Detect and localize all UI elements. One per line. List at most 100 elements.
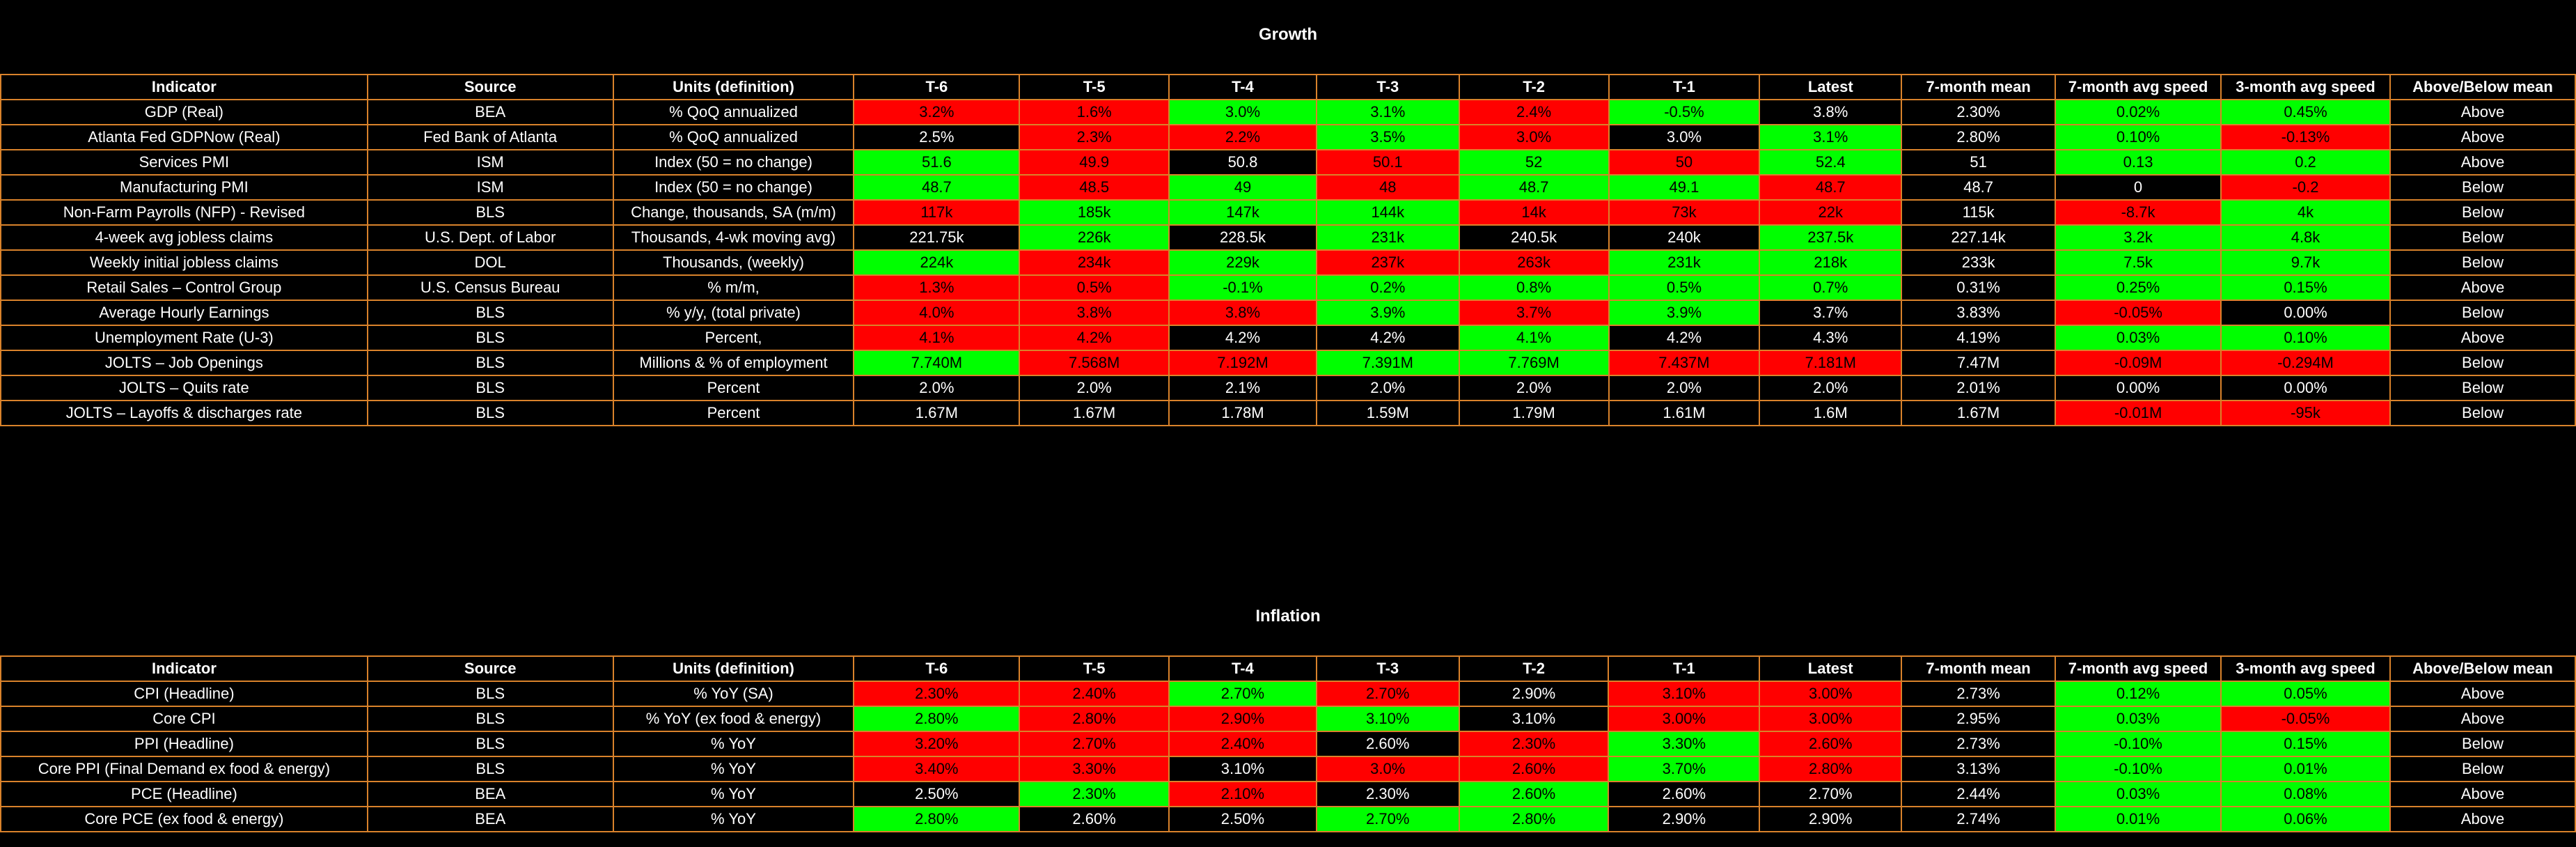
cell-t-3: 2.60%: [1315, 731, 1460, 757]
cell-t-1: 7.437M: [1608, 350, 1761, 376]
cell-above-below-mean: Below: [2389, 731, 2576, 757]
cell-t-3: 3.1%: [1315, 99, 1460, 125]
table-row: Manufacturing PMI ISM Index (50 = no chang…: [0, 174, 2576, 201]
cell-t-5: 3.30%: [1019, 756, 1170, 782]
column-header-t-4: T-4: [1168, 655, 1317, 682]
cell-7-month-mean: 0.31%: [1901, 274, 2057, 301]
cell-7-month-avg-speed: -0.10%: [2055, 756, 2222, 782]
inflation-table: Indicator Source Units (definition) T-6 T-5 T…: [0, 655, 2576, 832]
cell-t-5: 2.3%: [1019, 124, 1170, 150]
cell-7-month-mean: 7.47M: [1901, 350, 2057, 376]
cell-7-month-avg-speed: 0.10%: [2055, 124, 2222, 150]
cell-indicator: Core PCE (ex food & energy): [0, 806, 368, 832]
cell-t-2: 7.769M: [1458, 350, 1610, 376]
cell-t-2: 2.90%: [1458, 681, 1610, 707]
cell-t-6: 48.7: [853, 174, 1021, 201]
cell-t-2: 2.60%: [1458, 781, 1610, 807]
column-header-t-3: T-3: [1315, 74, 1460, 100]
cell-t-5: 2.70%: [1019, 731, 1170, 757]
cell-t-4: 2.2%: [1168, 124, 1317, 150]
cell-7-month-avg-speed: -0.10%: [2055, 731, 2222, 757]
cell-source: BLS: [366, 350, 614, 376]
cell-t-5: 2.30%: [1019, 781, 1170, 807]
cell-source: BLS: [366, 731, 614, 757]
cell-indicator: GDP (Real): [0, 99, 368, 125]
cell-latest: 2.70%: [1759, 781, 1903, 807]
cell-t-2: 0.8%: [1458, 274, 1610, 301]
cell-source: DOL: [366, 249, 614, 276]
column-header-t-1: T-1: [1608, 74, 1761, 100]
cell-t-6: 3.20%: [853, 731, 1021, 757]
table-row: JOLTS – Layoffs & discharges rate BLS Perc…: [0, 400, 2576, 426]
cell-3-month-avg-speed: -0.2: [2220, 174, 2391, 201]
cell-t-5: 2.80%: [1019, 706, 1170, 732]
cell-t-6: 51.6: [853, 149, 1021, 176]
column-header-latest: Latest: [1759, 74, 1903, 100]
cell-t-4: 2.50%: [1168, 806, 1317, 832]
cell-t-3: 1.59M: [1315, 400, 1460, 426]
column-header-t-2: T-2: [1458, 655, 1610, 682]
cell-t-4: 4.2%: [1168, 325, 1317, 351]
cell-t-4: 2.70%: [1168, 681, 1317, 707]
cell-t-1: -0.5%: [1608, 99, 1761, 125]
cell-t-3: 3.0%: [1315, 756, 1460, 782]
cell-t-4: 2.40%: [1168, 731, 1317, 757]
cell-above-below-mean: Below: [2389, 375, 2576, 401]
cell-7-month-avg-speed: 0.00%: [2055, 375, 2222, 401]
cell-t-2: 2.0%: [1458, 375, 1610, 401]
column-header-t-4: T-4: [1168, 74, 1317, 100]
cell-t-4: 49: [1168, 174, 1317, 201]
cell-source: ISM: [366, 149, 614, 176]
cell-t-2: 4.1%: [1458, 325, 1610, 351]
cell-7-month-avg-speed: 7.5k: [2055, 249, 2222, 276]
cell-3-month-avg-speed: -0.13%: [2220, 124, 2391, 150]
cell-units: % YoY: [612, 781, 855, 807]
cell-t-1: 49.1: [1608, 174, 1761, 201]
cell-7-month-mean: 1.67M: [1901, 400, 2057, 426]
cell-t-2: 263k: [1458, 249, 1610, 276]
cell-3-month-avg-speed: 4k: [2220, 199, 2391, 226]
table-row: Retail Sales – Control Group U.S. Census …: [0, 274, 2576, 301]
cell-t-4: 2.10%: [1168, 781, 1317, 807]
cell-3-month-avg-speed: 0.00%: [2220, 375, 2391, 401]
cell-7-month-avg-speed: 0.03%: [2055, 325, 2222, 351]
cell-latest: 2.90%: [1759, 806, 1903, 832]
cell-t-4: 147k: [1168, 199, 1317, 226]
cell-3-month-avg-speed: -0.294M: [2220, 350, 2391, 376]
cell-t-5: 4.2%: [1019, 325, 1170, 351]
cell-t-6: 2.30%: [853, 681, 1021, 707]
cell-t-5: 226k: [1019, 224, 1170, 251]
cell-indicator: Core PPI (Final Demand ex food & energy): [0, 756, 368, 782]
cell-t-4: 2.1%: [1168, 375, 1317, 401]
cell-latest: 48.7: [1759, 174, 1903, 201]
cell-t-1: 240k: [1608, 224, 1761, 251]
cell-3-month-avg-speed: 0.10%: [2220, 325, 2391, 351]
cell-t-1: 2.60%: [1608, 781, 1761, 807]
table-row: PPI (Headline) BLS% YoY 3.20% 2.70% 2.40% 2.6…: [0, 731, 2576, 757]
cell-t-6: 7.740M: [853, 350, 1021, 376]
cell-units: Index (50 = no change): [612, 174, 855, 201]
cell-units: % YoY: [612, 756, 855, 782]
column-header-t-2: T-2: [1458, 74, 1610, 100]
cell-t-5: 3.8%: [1019, 300, 1170, 326]
cell-7-month-mean: 233k: [1901, 249, 2057, 276]
cell-t-1: 3.9%: [1608, 300, 1761, 326]
cell-7-month-mean: 3.13%: [1901, 756, 2057, 782]
cell-latest: 4.3%: [1759, 325, 1903, 351]
cell-3-month-avg-speed: 4.8k: [2220, 224, 2391, 251]
cell-above-below-mean: Above: [2389, 124, 2576, 150]
cell-above-below-mean: Above: [2389, 681, 2576, 707]
cell-7-month-avg-speed: 0.13: [2055, 149, 2222, 176]
cell-latest: 3.1%: [1759, 124, 1903, 150]
cell-3-month-avg-speed: 0.45%: [2220, 99, 2391, 125]
cell-t-4: 3.10%: [1168, 756, 1317, 782]
cell-t-3: 237k: [1315, 249, 1460, 276]
cell-t-4: 7.192M: [1168, 350, 1317, 376]
cell-t-3: 2.70%: [1315, 681, 1460, 707]
cell-7-month-mean: 2.80%: [1901, 124, 2057, 150]
column-header-3-month-avg-speed: 3-month avg speed: [2220, 655, 2391, 682]
cell-7-month-avg-speed: 0.03%: [2055, 706, 2222, 732]
cell-7-month-mean: 2.74%: [1901, 806, 2057, 832]
cell-t-5: 1.6%: [1019, 99, 1170, 125]
cell-units: % y/y, (total private): [612, 300, 855, 326]
